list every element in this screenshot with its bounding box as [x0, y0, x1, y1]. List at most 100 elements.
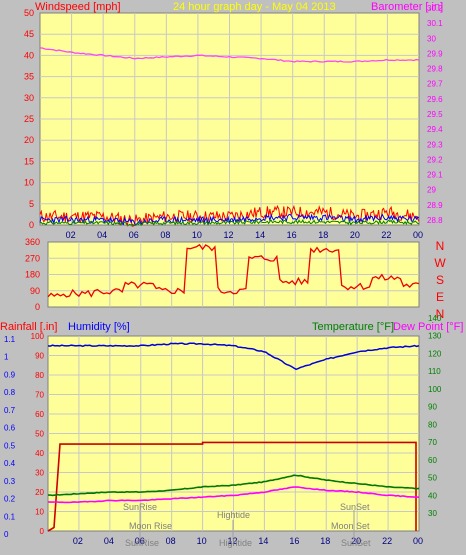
- temperature-tick-label: 40: [428, 491, 437, 500]
- compass-label: N: [436, 307, 445, 321]
- temperature-tick-label: 70: [428, 438, 437, 447]
- rainfall-axis-label: Rainfall [.in]: [0, 321, 57, 333]
- barometer-tick-label: 28.8: [427, 216, 443, 225]
- temperature-tick-label: 140: [428, 314, 442, 323]
- rain-tick-label: 0.8: [4, 388, 16, 397]
- direction-grid: [48, 242, 419, 307]
- barometer-axis-label: Barometer [.in]: [371, 1, 443, 13]
- barometer-tick-label: 29.5: [427, 110, 443, 119]
- x-tick-label: 04: [97, 230, 107, 240]
- wind-direction-line: [47, 243, 420, 298]
- rainfall-line: [47, 441, 417, 532]
- rain-tick-label: 0.4: [4, 459, 16, 468]
- humidity-tick-label: 10: [35, 508, 44, 517]
- x-tick-label: 08: [160, 230, 170, 240]
- windspeed-tick-label: 10: [24, 178, 34, 188]
- x-tick-label: 00: [413, 536, 423, 546]
- bottom-x-ticks: 02 04 06 08 10 12 14 16 18 20 22 00: [73, 536, 423, 546]
- windspeed-tick-label: 5: [29, 199, 34, 209]
- temperature-tick-label: 100: [428, 385, 442, 394]
- barometer-line: [39, 47, 420, 63]
- rain-tick-label: 0: [4, 530, 9, 539]
- moonset-label: Moon Set: [331, 521, 370, 531]
- hightide-label: Hightide: [217, 510, 250, 520]
- compass-label: E: [436, 290, 444, 304]
- rain-tick-label: 0.2: [4, 495, 16, 504]
- temperature-line: [47, 474, 420, 497]
- compass-label: N: [436, 239, 445, 253]
- chart-title: 24 hour graph day - May 04 2013: [173, 1, 336, 13]
- humidity-tick-label: 20: [35, 488, 44, 497]
- direction-tick-label: 360: [25, 237, 40, 247]
- wind-grid: [40, 13, 419, 225]
- rain-ticks: 0 0.1 0.2 0.3 0.4 0.5 0.6 0.7 0.8 0.9 1 1.1: [4, 335, 16, 539]
- x-tick-label: 06: [129, 230, 139, 240]
- rain-tick-label: 0.7: [4, 406, 16, 415]
- rain-tick-label: 0.1: [4, 512, 16, 521]
- x-tick-label: 16: [289, 536, 299, 546]
- dewpoint-axis-label: Dew Point [°F]: [393, 321, 463, 333]
- x-tick-label: 06: [135, 536, 145, 546]
- x-tick-label: 10: [192, 230, 202, 240]
- rain-tick-label: 1: [4, 353, 9, 362]
- humidity-tick-label: 100: [31, 332, 45, 341]
- humidity-axis-label: Humidity [%]: [68, 321, 130, 333]
- hightide-axis-label: Hightide: [219, 538, 252, 548]
- humidity-tick-label: 40: [35, 449, 44, 458]
- windspeed-tick-label: 45: [24, 29, 34, 39]
- rain-tick-label: 0.9: [4, 370, 16, 379]
- rain-tick-label: 1.1: [4, 335, 16, 344]
- x-tick-label: 20: [350, 230, 360, 240]
- x-tick-label: 12: [227, 536, 237, 546]
- temperature-ticks: 30 40 50 60 70 80 90 100 110 120 130 140: [428, 314, 442, 518]
- sunset-axis-label: SunSet: [341, 538, 371, 548]
- x-tick-label: 16: [287, 230, 297, 240]
- wind-left-ticks: 0 5 10 15 20 25 30 35 40 45 50: [24, 8, 34, 230]
- temperature-axis-label: Temperature [°F]: [312, 321, 394, 333]
- humidity-tick-label: 60: [35, 410, 44, 419]
- windspeed-low-line: [39, 219, 420, 227]
- sunrise-label: SunRise: [123, 502, 157, 512]
- x-tick-label: 04: [104, 536, 114, 546]
- barometer-tick-label: 29.4: [427, 125, 443, 134]
- x-tick-label: 18: [318, 230, 328, 240]
- rain-tick-label: 0.6: [4, 424, 16, 433]
- barometer-tick-label: 30.2: [427, 4, 443, 13]
- humidity-tick-label: 30: [35, 469, 44, 478]
- bottom-series: [47, 342, 420, 532]
- barometer-tick-label: 29.9: [427, 49, 443, 58]
- temperature-tick-label: 110: [428, 367, 441, 376]
- x-tick-label: 14: [258, 536, 268, 546]
- barometer-tick-label: 30.1: [427, 19, 443, 28]
- humidity-tick-label: 70: [35, 391, 44, 400]
- moonrise-label: Moon Rise: [129, 521, 172, 531]
- bottom-grid: [48, 336, 419, 531]
- windspeed-tick-label: 35: [24, 72, 34, 82]
- x-tick-label: 02: [73, 536, 83, 546]
- direction-tick-label: 0: [35, 302, 40, 312]
- barometer-tick-label: 28.9: [427, 201, 443, 210]
- x-tick-label: 22: [381, 230, 391, 240]
- direction-tick-label: 270: [25, 253, 40, 263]
- sunset-label: SunSet: [340, 502, 370, 512]
- temperature-tick-label: 60: [428, 456, 437, 465]
- humidity-tick-label: 90: [35, 352, 44, 361]
- windspeed-tick-label: 15: [24, 156, 34, 166]
- rain-tick-label: 0.3: [4, 477, 16, 486]
- barometer-tick-label: 29.2: [427, 155, 443, 164]
- wind-series: [39, 47, 420, 228]
- barometer-tick-label: 30: [427, 34, 436, 43]
- direction-left-ticks: 0 90 180 270 360: [25, 237, 40, 312]
- x-tick-label: 18: [320, 536, 330, 546]
- windspeed-axis-label: Windspeed [mph]: [35, 1, 121, 13]
- temperature-tick-label: 80: [428, 420, 437, 429]
- barometer-right-ticks: 28.8 28.9 29 29.1 29.2 29.3 29.4 29.5 29.6 29.7 29…: [427, 4, 443, 225]
- barometer-tick-label: 29.7: [427, 80, 443, 89]
- direction-tick-label: 90: [30, 286, 40, 296]
- x-tick-label: 14: [255, 230, 265, 240]
- x-tick-label: 00: [413, 230, 423, 240]
- barometer-tick-label: 29.6: [427, 95, 443, 104]
- direction-series: [47, 243, 420, 298]
